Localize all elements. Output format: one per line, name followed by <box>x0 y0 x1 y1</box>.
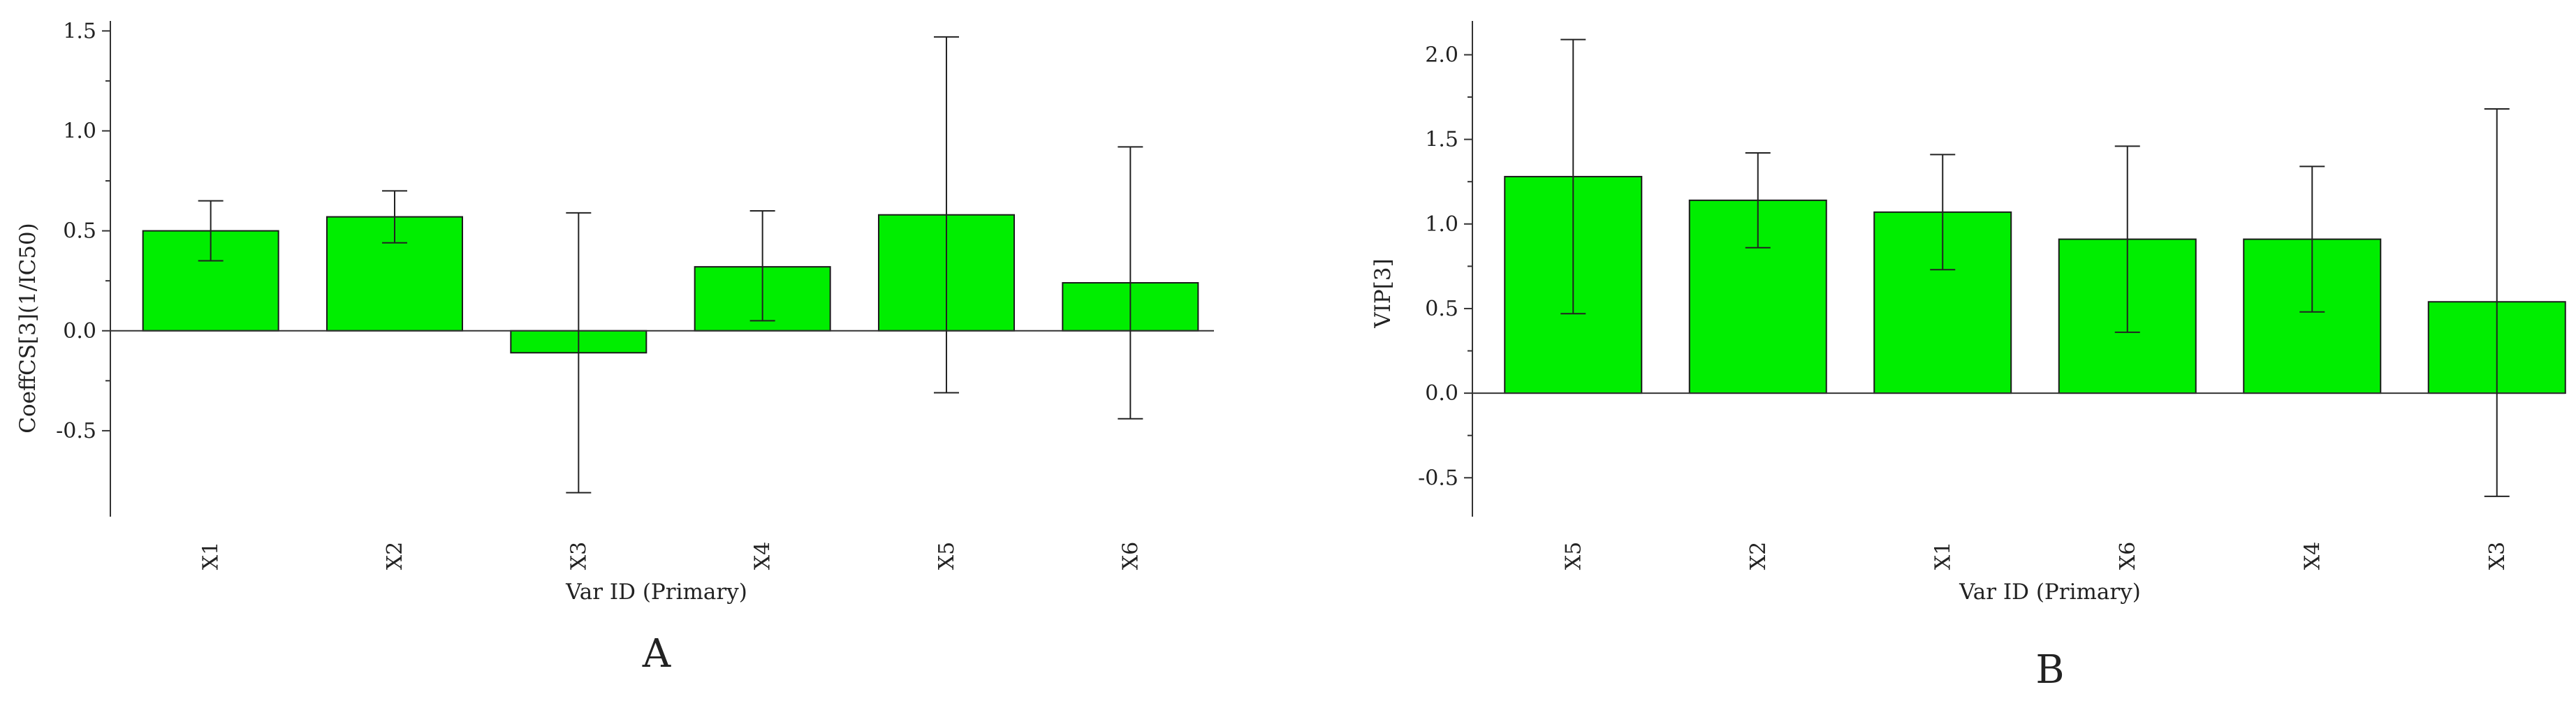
chart-b-panel-label: B <box>2035 647 2064 693</box>
chart-a-xtick-label: X1 <box>199 542 224 570</box>
chart-a-xtick-label: X4 <box>751 542 775 570</box>
chart-b-xtick-label: X5 <box>1561 542 1586 570</box>
chart-a-ytick-label: 0.5 <box>63 219 96 244</box>
chart-b-xlabel: Var ID (Primary) <box>1959 580 2141 605</box>
chart-b-ytick-label: 1.0 <box>1425 212 1458 237</box>
chart-b-ytick-label: 0.5 <box>1425 297 1458 321</box>
chart-b-xtick-label: X3 <box>2485 542 2510 570</box>
chart-a-ytick-label: 0.0 <box>63 319 96 344</box>
chart-b-ytick-label: 2.0 <box>1425 43 1458 67</box>
chart-a-xtick-label: X2 <box>383 542 407 570</box>
chart-a-ytick-label: 1.5 <box>63 19 96 43</box>
chart-b-ytick-label: -0.5 <box>1418 466 1458 490</box>
chart-b-xtick-label: X6 <box>2116 542 2140 570</box>
chart-a-xlabel: Var ID (Primary) <box>565 580 747 605</box>
chart-b-xtick-label: X1 <box>1931 542 1955 570</box>
chart-b-ytick-label: 1.5 <box>1425 128 1458 152</box>
chart-a-ytick-label: 1.0 <box>63 119 96 143</box>
chart-b: VIP[3] Var ID (Primary) B -0.5 0.0 0.5 1.0 1… <box>1370 21 2566 693</box>
chart-b-xtick-label: X2 <box>1746 542 1771 570</box>
chart-b-ytick-label: 0.0 <box>1425 381 1458 406</box>
chart-b-xtick-label: X4 <box>2300 542 2325 570</box>
chart-a-ylabel: CoeffCS[3](1/IC50) <box>15 223 41 433</box>
chart-a: CoeffCS[3](1/IC50) Var ID (Primary) A -0… <box>15 19 1214 677</box>
chart-a-xtick-label: X6 <box>1118 542 1143 570</box>
chart-a-panel-label: A <box>642 631 671 677</box>
chart-b-bar <box>2243 238 2382 394</box>
chart-a-ytick-label: -0.5 <box>56 419 96 443</box>
chart-b-ylabel: VIP[3] <box>1370 258 1396 328</box>
chart-a-xtick-label: X5 <box>935 542 959 570</box>
chart-a-xtick-label: X3 <box>566 542 591 570</box>
